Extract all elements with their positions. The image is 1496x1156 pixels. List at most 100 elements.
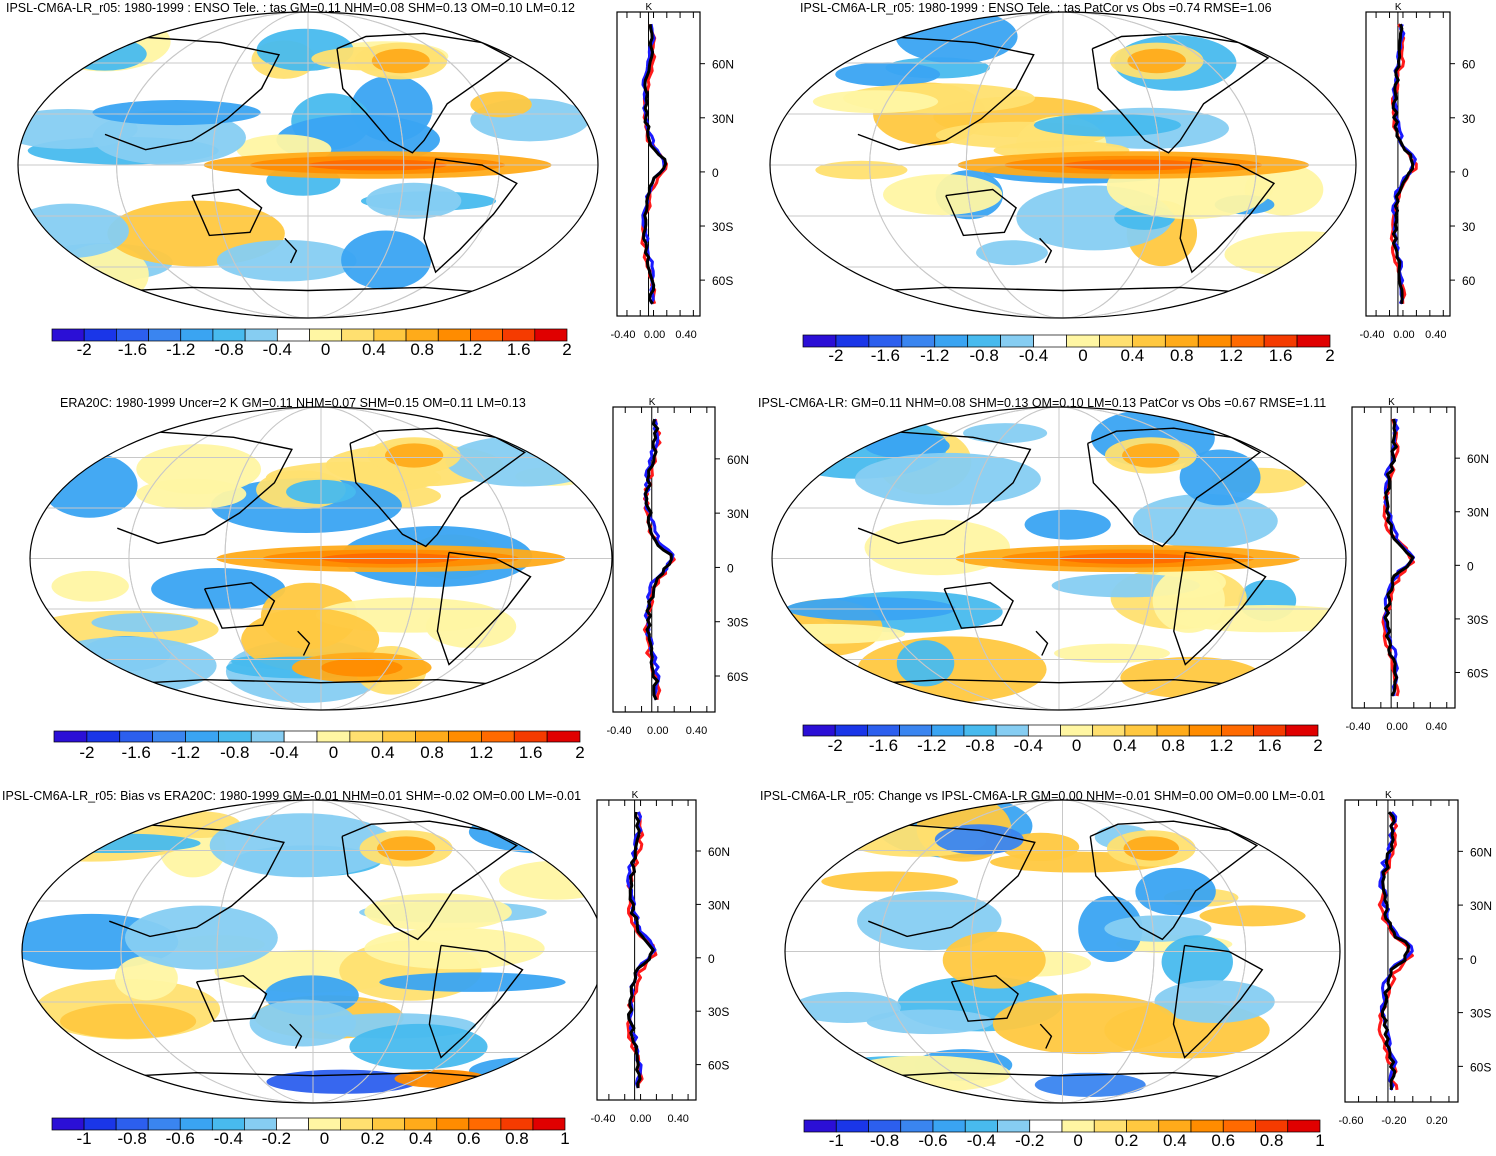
colorbar-tick-label: 1.2 (470, 743, 494, 762)
colorbar-tick-label: 1.6 (1258, 736, 1282, 755)
colorbar-tick-label: -1.6 (118, 340, 147, 359)
coastlines (799, 32, 1298, 298)
map-field (785, 800, 1340, 1103)
panel-graphics: -1 -0.8 -0.6 -0.4 -0.2 0 0.2 0.4 0.6 0.8 1K-0.60 -0… (784, 790, 1492, 1150)
profile-unit: K (646, 2, 653, 13)
profile-ref-line (643, 418, 673, 701)
profile-y-tick-label: 60N (1470, 845, 1492, 859)
colorbar-tick-label: 2 (575, 743, 584, 762)
colorbar-tick-label: 1.2 (459, 340, 483, 359)
colorbar-tick-label: 2 (1325, 346, 1334, 365)
colorbar-bin (931, 724, 965, 737)
colorbar-tick-label: 0.6 (457, 1129, 481, 1148)
colorbar-tick-label: 0.2 (361, 1129, 385, 1148)
profile-y-tick-label: 0 (1470, 953, 1477, 967)
colorbar-tick-label: -0.4 (1019, 346, 1048, 365)
profile-y-tick-label: 30N (727, 507, 749, 521)
map-outline (29, 406, 613, 711)
colorbar-tick-label: -1.2 (917, 736, 946, 755)
colorbar-tick-label: 0 (1072, 736, 1081, 755)
profile-x-tick-label: 0.00 (1393, 329, 1414, 341)
colorbar-bin (1156, 724, 1190, 737)
profile-x-tick-label: -0.40 (1359, 329, 1384, 341)
panel-graphics: -1 -0.8 -0.6 -0.4 -0.2 0 0.2 0.4 0.6 0.8 1 K -0.40 0.… (21, 790, 730, 1148)
graticule (18, 12, 598, 318)
colorbar-bin (283, 730, 318, 743)
colorbar: -2 -1.6 -1.2 -0.8 -0.4 0 0.4 0.8 1.2 1.6 2 (53, 730, 585, 762)
profile-x-tick-label: -0.40 (590, 1113, 615, 1125)
profile-frame (1351, 406, 1456, 709)
colorbar-bin (867, 724, 900, 737)
colorbar-bin (382, 730, 416, 743)
profile-y-tick-label: 60S (712, 274, 733, 288)
colorbar-tick-label: 0.6 (1211, 1131, 1235, 1150)
colorbar-tick-label: -0.6 (918, 1131, 947, 1150)
map-outline (17, 11, 599, 319)
panel-title: ERA20C: 1980-1999 Uncer=2 K GM=0.11 NHM=… (60, 396, 526, 410)
profile-y-tick-label: 30 (1462, 220, 1476, 234)
colorbar-tick-label: 0.4 (1113, 736, 1137, 755)
map-outline (771, 406, 1347, 711)
colorbar-bin (1092, 724, 1126, 737)
profile-y-tick-label: 30N (1467, 506, 1489, 520)
profile-y-tick-label: 60S (727, 670, 748, 684)
profile-x-tick-label: 0.40 (1425, 329, 1446, 341)
profile-x-tick-label: 0.40 (675, 329, 696, 341)
colorbar-tick-label: 0.8 (1260, 1131, 1284, 1150)
map-field (772, 407, 1346, 710)
map-field (770, 12, 1356, 318)
profile-y-tick-label: 30N (712, 112, 734, 126)
graticule (772, 407, 1346, 710)
colorbar: -1 -0.8 -0.6 -0.4 -0.2 0 0.2 0.4 0.6 0.8 1 (51, 1117, 570, 1148)
colorbar-bin (185, 730, 219, 743)
colorbar-bin (899, 724, 933, 737)
panel-graphics: -2 -1.6 -1.2 -0.8 -0.4 0 0.4 0.8 1.2 1.6 2K-0.40 0.… (17, 2, 734, 359)
colorbar-tick-label: 0 (1073, 1131, 1082, 1150)
colorbar-tick-label: -0.4 (1014, 736, 1043, 755)
colorbar-bin (1287, 1119, 1321, 1133)
profile-y-tick-label: 0 (1467, 559, 1474, 573)
colorbar-tick-label: 1.2 (1210, 736, 1234, 755)
coastlines (800, 427, 1289, 690)
colorbar-bin (250, 730, 285, 743)
profile-y-tick-label: 60 (1462, 274, 1476, 288)
profile-y-tick-label: 30N (708, 898, 730, 912)
panel-title: IPSL-CM6A-LR_r05: Change vs IPSL-CM6A-LR… (760, 789, 1326, 803)
colorbar-tick-label: -2 (79, 743, 94, 762)
colorbar-tick-label: 0.8 (1161, 736, 1185, 755)
panel-title: IPSL-CM6A-LR: GM=0.11 NHM=0.08 SHM=0.13 … (758, 396, 1327, 410)
profile-y-tick-label: 30S (1467, 613, 1488, 627)
zonal-profile: K -0.40 0.00 0.40 60 30 0 30 60 (1359, 2, 1475, 341)
profile-x-tick-label: 0.20 (1426, 1115, 1447, 1127)
colorbar-tick-label: -0.8 (118, 1129, 147, 1148)
profile-y-tick-label: 0 (712, 166, 719, 180)
profile-y-tick-label: 60N (712, 58, 734, 72)
panel-graphics: -2 -1.6 -1.2 -0.8 -0.4 0 0.4 0.8 1.2 1.6 2K-0.40 0.… (29, 397, 749, 762)
zonal-profile: K -0.40 0.00 0.40 60N 30N 0 30S 60S (610, 2, 734, 341)
colorbar-bin (963, 724, 997, 737)
colorbar-bin (1296, 334, 1331, 348)
colorbar-tick-label: -1 (829, 1131, 844, 1150)
colorbar-tick-label: -0.8 (214, 340, 243, 359)
colorbar-tick-label: -1.2 (920, 346, 949, 365)
profile-ref-line (1380, 811, 1411, 1091)
colorbar: -2 -1.6 -1.2 -0.8 -0.4 0 0.4 0.8 1.2 1.6 2 (802, 724, 1323, 755)
profile-y-tick-label: 0 (1462, 166, 1469, 180)
profile-x-tick-label: 0.00 (647, 725, 668, 737)
colorbar-bin (152, 730, 186, 743)
graticule (785, 800, 1340, 1103)
graticule (30, 407, 612, 710)
profile-y-tick-label: 30 (1462, 112, 1476, 126)
profile-x-tick-label: -0.40 (1345, 721, 1370, 733)
colorbar-tick-label: 0.4 (362, 340, 386, 359)
colorbar-bin (995, 724, 1029, 737)
colorbar-tick-label: -1 (77, 1129, 92, 1148)
zonal-profile: K -0.60 -0.20 0.20 60N 30N 0 30S 60S (1338, 790, 1492, 1127)
colorbar-bin (1027, 724, 1061, 737)
colorbar-bin (1124, 724, 1158, 737)
profile-ref-line (627, 811, 655, 1089)
colorbar-tick-label: 0.8 (410, 340, 434, 359)
colorbar-tick-label: -1.2 (166, 340, 195, 359)
colorbar-tick-label: -0.2 (262, 1129, 291, 1148)
